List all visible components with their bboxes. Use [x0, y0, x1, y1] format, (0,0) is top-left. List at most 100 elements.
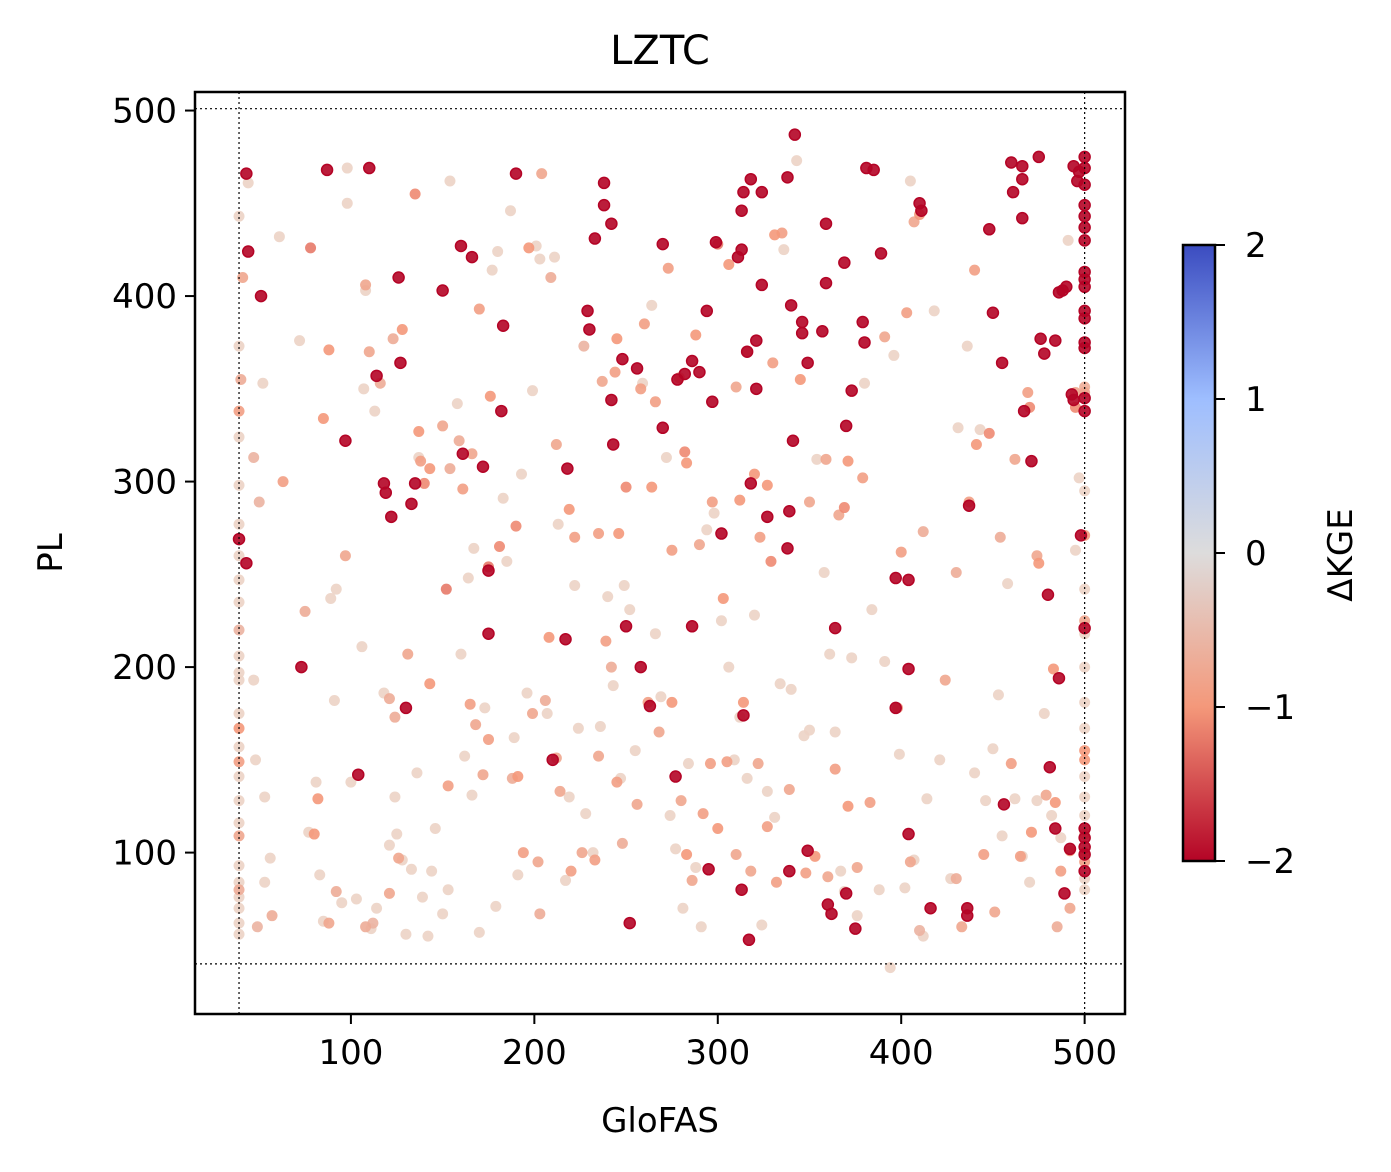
data-point — [546, 753, 559, 767]
data-point — [387, 333, 399, 345]
data-point — [565, 865, 577, 877]
data-point — [902, 827, 915, 841]
data-point — [240, 556, 253, 570]
data-point — [534, 908, 546, 920]
data-point — [656, 237, 670, 251]
data-point — [360, 921, 372, 933]
data-point — [1016, 172, 1029, 186]
data-point — [402, 648, 414, 660]
data-point — [1078, 198, 1091, 212]
y-axis-title: PL — [31, 533, 71, 573]
data-point — [681, 457, 693, 469]
data-point — [248, 674, 260, 686]
data-point — [619, 620, 633, 633]
data-point — [634, 660, 647, 674]
data-point — [422, 930, 434, 942]
data-point — [1005, 758, 1017, 770]
data-point — [466, 789, 478, 801]
data-point — [325, 592, 337, 604]
data-point — [769, 811, 781, 823]
data-point — [541, 707, 553, 719]
data-point — [323, 917, 335, 929]
data-point — [581, 304, 594, 318]
data-point — [695, 921, 707, 933]
data-point — [233, 741, 245, 753]
data-point — [477, 769, 489, 781]
data-point — [744, 477, 758, 490]
data-point — [996, 830, 1008, 842]
data-point — [350, 893, 362, 905]
data-point — [737, 185, 750, 199]
data-point — [715, 615, 727, 627]
data-point — [323, 344, 335, 356]
data-point — [383, 887, 395, 899]
data-point — [681, 848, 693, 860]
data-point — [580, 808, 592, 820]
data-point — [1038, 707, 1050, 719]
data-point — [385, 510, 398, 524]
data-point — [563, 791, 575, 803]
data-point — [560, 874, 572, 886]
data-point — [1069, 544, 1081, 556]
data-point — [490, 900, 502, 912]
data-point — [233, 860, 245, 872]
data-point — [233, 756, 245, 768]
data-point — [242, 177, 254, 189]
data-point — [593, 528, 605, 540]
data-point — [1040, 789, 1052, 801]
data-point — [818, 566, 830, 578]
data-point — [767, 357, 779, 369]
data-point — [1073, 472, 1085, 484]
data-point — [468, 542, 480, 554]
data-point — [523, 242, 535, 254]
data-point — [811, 453, 823, 465]
data-point — [1052, 671, 1066, 685]
data-point — [328, 694, 340, 706]
data-point — [1031, 795, 1043, 807]
data-point — [820, 453, 832, 465]
data-point — [997, 798, 1011, 811]
data-point — [630, 362, 644, 375]
data-point — [721, 756, 733, 768]
data-point — [1051, 921, 1063, 933]
data-point — [233, 479, 245, 491]
colorbar-tick-label: −2 — [1245, 842, 1295, 882]
data-point — [783, 784, 795, 796]
x-axis: 100 200 300 400 500 — [318, 1014, 1117, 1073]
data-point — [393, 852, 405, 864]
data-point — [686, 874, 698, 886]
data-point — [400, 928, 412, 940]
data-point — [970, 438, 982, 450]
data-point — [440, 583, 452, 595]
data-point — [961, 340, 973, 352]
data-point — [1079, 754, 1091, 766]
data-point — [895, 546, 907, 558]
data-point — [873, 884, 885, 896]
data-point — [259, 876, 271, 888]
data-point — [1009, 453, 1021, 465]
data-point — [917, 526, 929, 538]
data-point — [416, 891, 428, 903]
data-point — [605, 217, 618, 230]
data-point — [613, 528, 625, 540]
data-point — [589, 854, 601, 866]
data-point — [635, 383, 647, 395]
data-point — [750, 334, 763, 347]
data-point — [1046, 810, 1058, 822]
data-point — [1067, 393, 1080, 407]
data-point — [600, 635, 612, 647]
data-point — [543, 631, 555, 643]
data-point — [750, 382, 763, 396]
data-point — [508, 732, 520, 744]
data-point — [879, 656, 891, 668]
data-point — [781, 542, 794, 555]
data-point — [770, 876, 782, 888]
data-point — [317, 413, 329, 425]
data-point — [761, 785, 773, 797]
data-point — [828, 621, 842, 635]
data-point — [838, 502, 850, 514]
data-point — [424, 463, 436, 475]
data-point — [473, 303, 485, 315]
data-point — [924, 902, 937, 915]
